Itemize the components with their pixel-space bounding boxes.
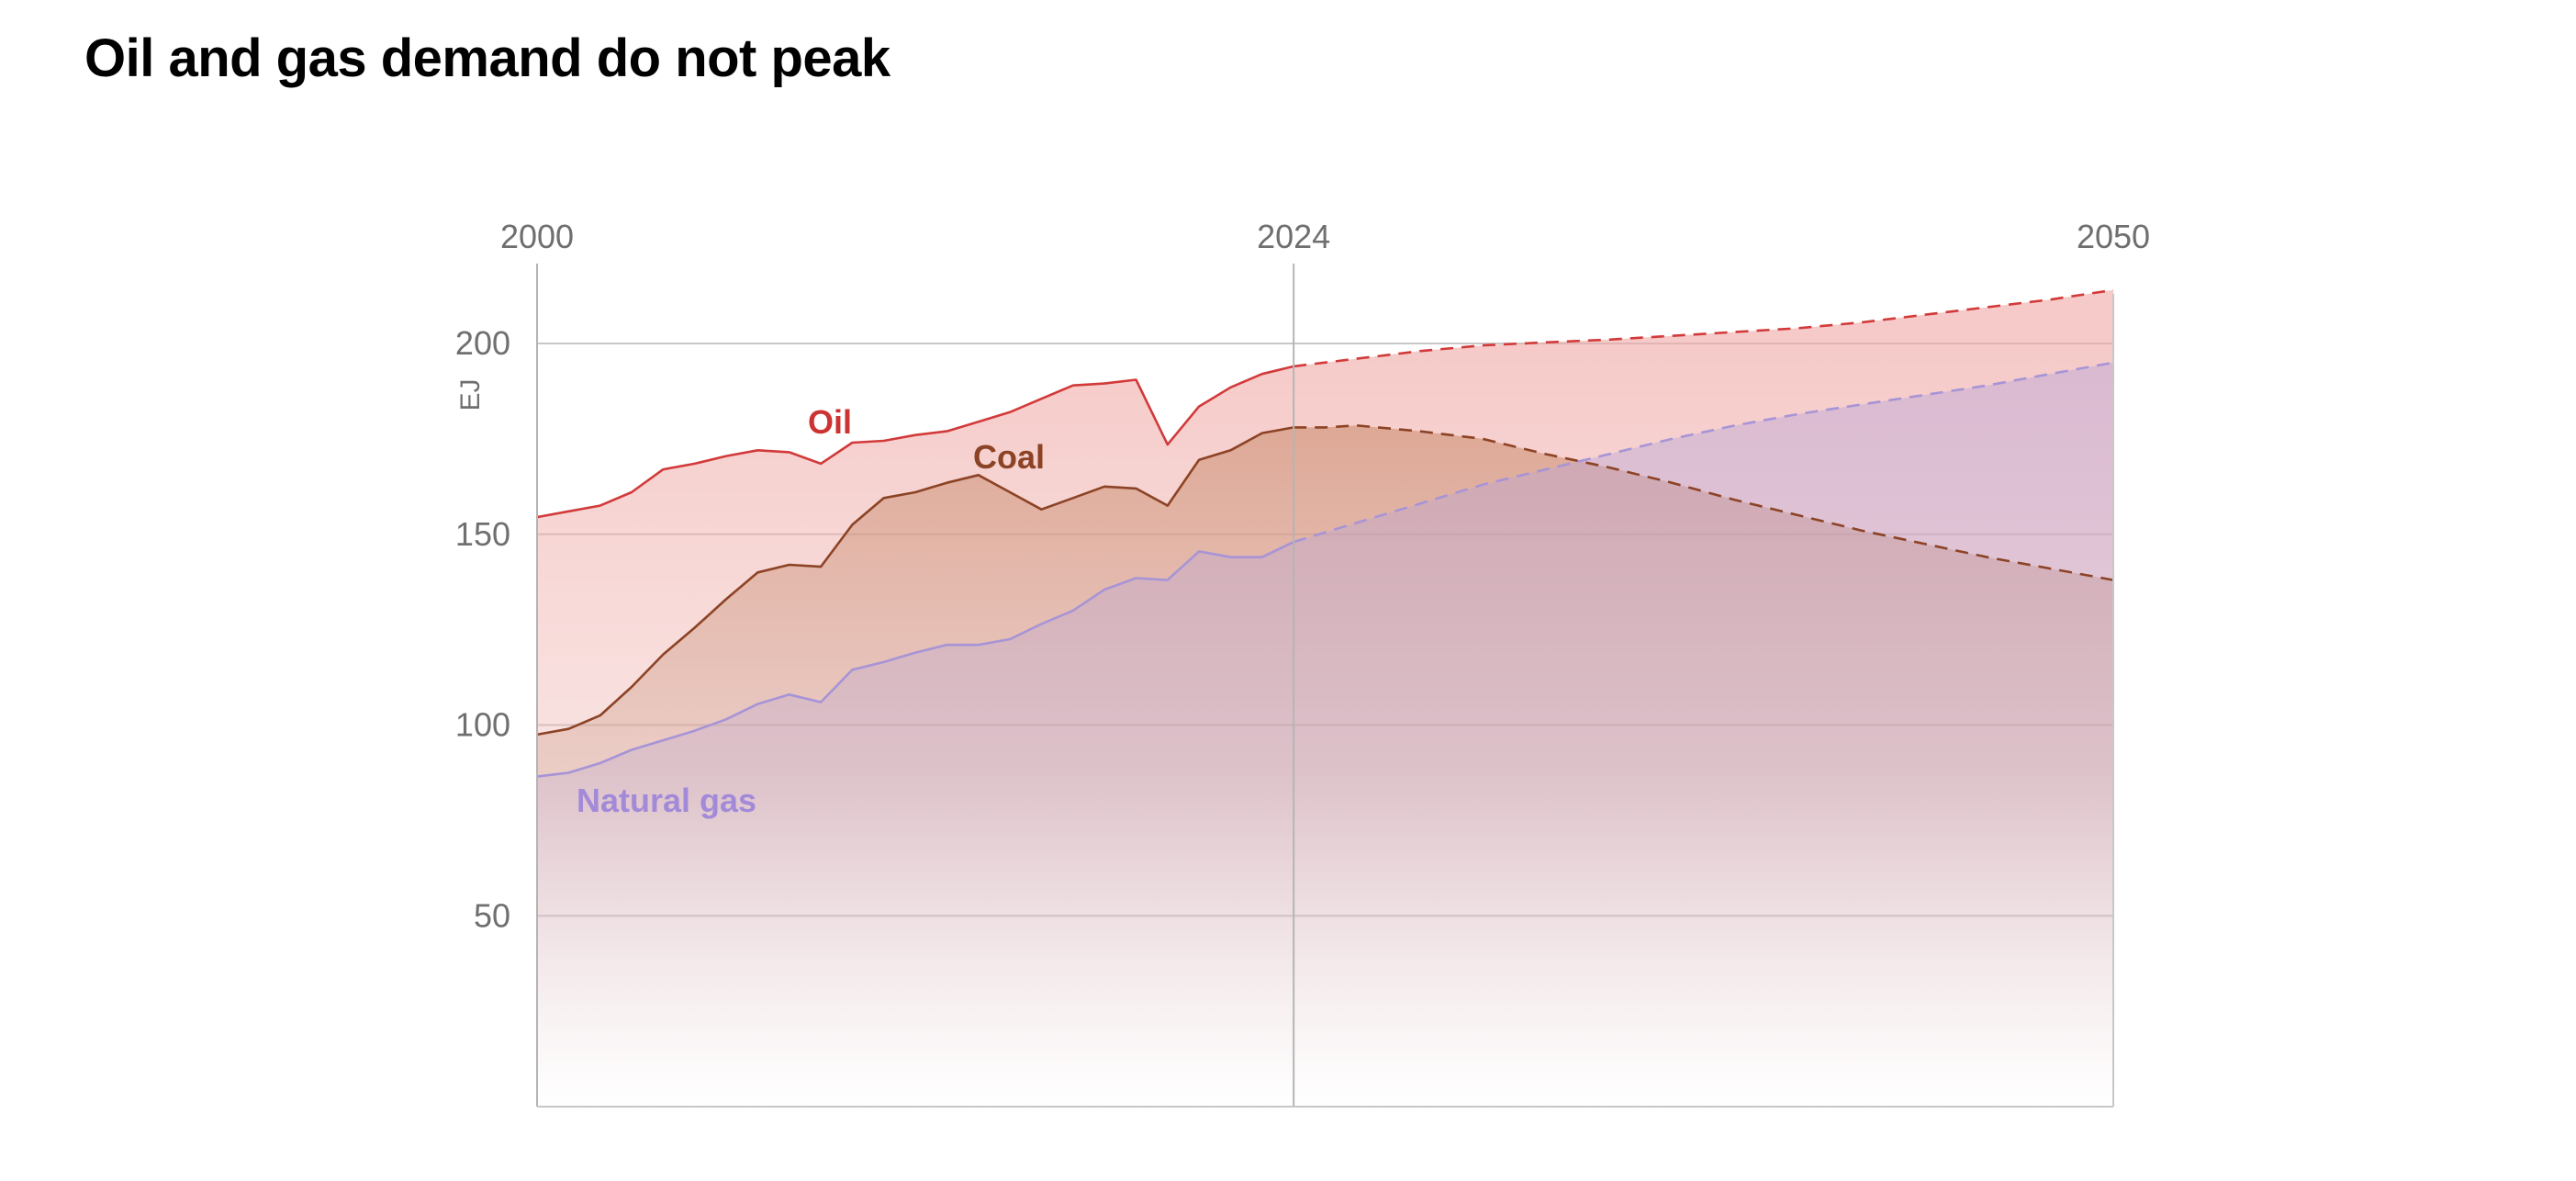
line-oil-projection xyxy=(1294,288,2114,368)
tick-labels: 2000 2024 2050 50 100 150 200 xyxy=(455,218,2150,934)
series-lines xyxy=(536,288,2114,778)
y-tick-label-50: 50 xyxy=(474,896,510,934)
y-tick-label-100: 100 xyxy=(455,706,510,744)
series-areas xyxy=(537,289,2113,1107)
chart-frame xyxy=(536,264,2114,1108)
x-tick-label-2000: 2000 xyxy=(500,218,574,255)
y-tick-label-200: 200 xyxy=(455,324,510,362)
series-labels: Oil Coal Natural gas xyxy=(577,403,1045,819)
page-title: Oil and gas demand do not peak xyxy=(84,28,890,88)
line-oil-historical xyxy=(536,365,1294,519)
area-natural-gas xyxy=(537,362,2113,1107)
series-label-oil: Oil xyxy=(808,403,852,441)
y-tick-label-150: 150 xyxy=(455,515,510,553)
x-tick-label-2024: 2024 xyxy=(1257,218,1330,255)
line-natural-gas-projection xyxy=(1293,361,2114,544)
line-coal-projection xyxy=(1294,423,2114,581)
x-tick-label-2050: 2050 xyxy=(2077,218,2150,255)
series-label-natural-gas: Natural gas xyxy=(577,782,756,819)
line-natural-gas-historical xyxy=(536,540,1294,778)
y-axis-unit-label: EJ xyxy=(455,378,486,411)
series-label-coal: Coal xyxy=(973,438,1045,476)
line-coal-historical xyxy=(536,426,1294,737)
